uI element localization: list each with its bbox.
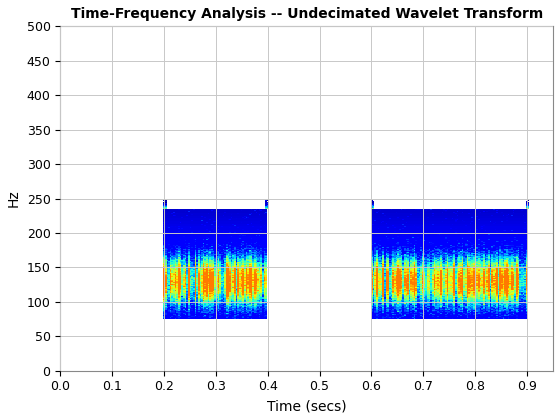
Title: Time-Frequency Analysis -- Undecimated Wavelet Transform: Time-Frequency Analysis -- Undecimated W… bbox=[71, 7, 543, 21]
X-axis label: Time (secs): Time (secs) bbox=[267, 399, 347, 413]
Y-axis label: Hz: Hz bbox=[7, 190, 21, 207]
